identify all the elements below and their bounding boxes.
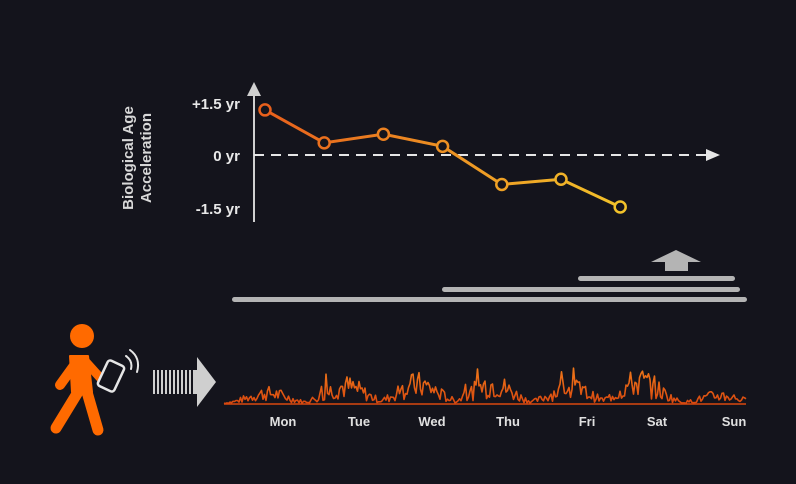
y-tick-zero: 0 yr	[213, 148, 240, 165]
age-acceleration-series	[258, 103, 627, 214]
smartphone-icon	[96, 359, 126, 393]
day-labels: Mon Tue Wed Thu Fri Sat Sun	[270, 414, 747, 429]
upload-arrow-icon	[651, 250, 701, 271]
window-bar-medium	[442, 287, 740, 292]
activity-signal	[223, 367, 747, 405]
y-axis	[247, 82, 261, 222]
y-tick-top: +1.5 yr	[192, 96, 240, 113]
series-line	[264, 108, 621, 209]
zero-baseline	[254, 149, 720, 161]
day-label-thu: Thu	[496, 414, 520, 429]
signal-waves-icon	[125, 349, 140, 373]
day-label-sat: Sat	[647, 414, 668, 429]
day-label-tue: Tue	[348, 414, 370, 429]
data-point	[495, 177, 509, 192]
data-point	[317, 136, 331, 150]
day-label-wed: Wed	[418, 414, 445, 429]
data-point	[258, 103, 272, 117]
day-label-mon: Mon	[270, 414, 297, 429]
activity-trace	[223, 367, 747, 405]
data-point	[554, 172, 568, 187]
forward-arrow-icon	[153, 357, 216, 407]
time-window-bars	[232, 276, 747, 302]
walking-person-icon	[50, 324, 109, 436]
y-tick-bottom: -1.5 yr	[196, 201, 240, 218]
day-label-sun: Sun	[722, 414, 747, 429]
day-label-fri: Fri	[579, 414, 596, 429]
data-point	[376, 127, 391, 141]
data-point	[435, 139, 450, 154]
window-bar-short	[578, 276, 735, 281]
data-point	[613, 200, 627, 214]
window-bar-long	[232, 297, 747, 302]
